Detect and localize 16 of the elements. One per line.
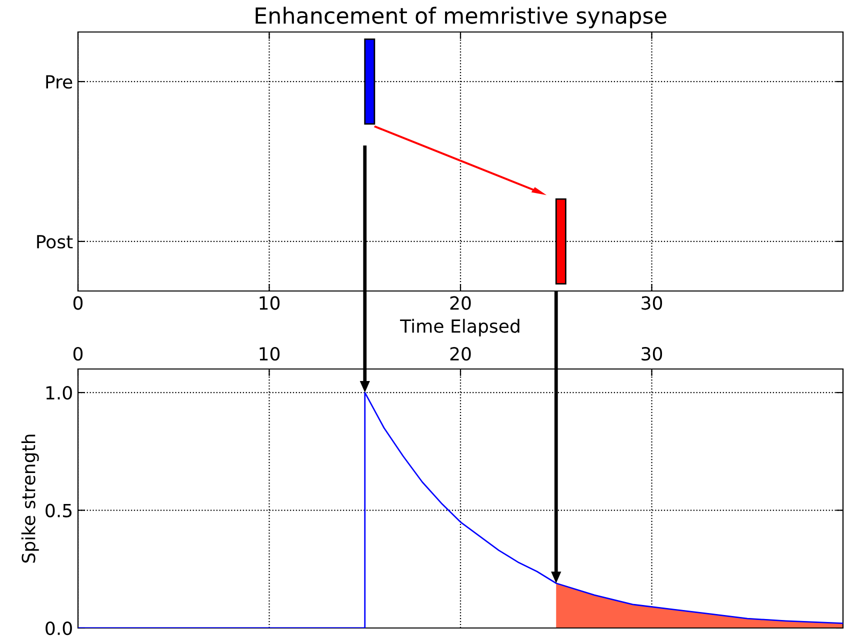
y-axis-title: Spike strength bbox=[21, 434, 39, 563]
y-tick-label: 1.0 bbox=[46, 386, 72, 400]
y-tick-label: Post bbox=[37, 235, 73, 249]
x-tick-label: 0 bbox=[73, 346, 83, 361]
x-tick-label: 20 bbox=[450, 296, 471, 310]
x-tick-label: 10 bbox=[260, 346, 280, 361]
x-tick-label: 0 bbox=[73, 296, 83, 310]
x-tick-label: 10 bbox=[260, 296, 280, 310]
y-tick-label: 0.5 bbox=[46, 504, 72, 518]
y-tick-label: Pre bbox=[46, 75, 72, 89]
chart-title: Enhancement of memristive synapse bbox=[256, 6, 666, 28]
x-axis-title: Time Elapsed bbox=[400, 318, 520, 336]
y-tick-label: 0.0 bbox=[46, 621, 72, 636]
x-tick-label: 30 bbox=[642, 296, 662, 310]
x-tick-label: 30 bbox=[642, 346, 662, 361]
x-tick-label: 20 bbox=[450, 346, 471, 361]
